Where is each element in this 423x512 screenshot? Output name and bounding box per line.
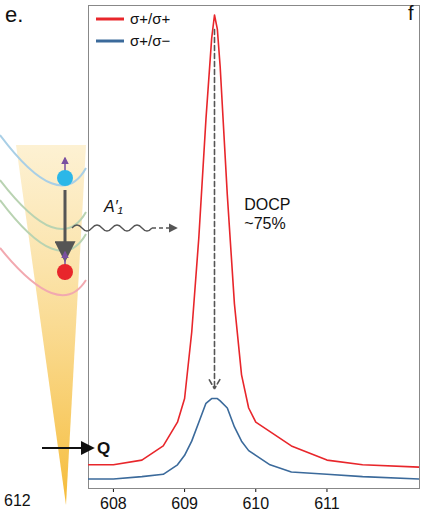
svg-text:f: f [408, 2, 414, 24]
svg-text:e.: e. [5, 2, 23, 27]
svg-text:612: 612 [4, 492, 31, 509]
svg-text:611: 611 [314, 495, 340, 512]
svg-text:610: 610 [242, 495, 269, 512]
svg-text:σ+/σ+: σ+/σ+ [130, 10, 170, 27]
svg-text:DOCP~75%: DOCP~75% [244, 196, 290, 232]
svg-text:608: 608 [100, 495, 127, 512]
svg-text:A′₁: A′₁ [103, 198, 123, 215]
svg-text:609: 609 [171, 495, 198, 512]
svg-text:Q: Q [97, 439, 110, 458]
svg-text:σ+/σ−: σ+/σ− [130, 32, 170, 49]
